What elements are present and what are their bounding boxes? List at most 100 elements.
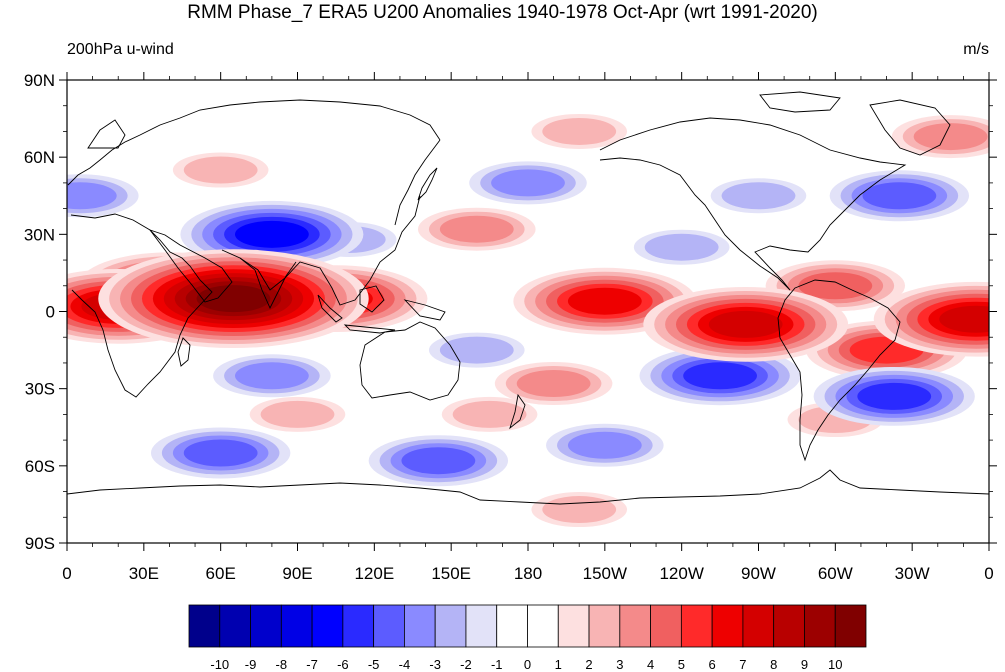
- anomaly-contour: [260, 400, 335, 428]
- colorbar-swatch: [342, 604, 375, 648]
- coastline-new-zealand: [509, 393, 526, 430]
- y-tick-label: 60N: [24, 148, 55, 167]
- colorbar-label: 4: [647, 657, 654, 672]
- chart-subtitle-left: 200hPa u-wind: [67, 41, 174, 58]
- colorbar-swatch: [188, 604, 221, 648]
- colorbar-swatch: [804, 604, 836, 648]
- colorbar-swatch: [680, 604, 713, 648]
- colorbar-swatch: [742, 604, 775, 648]
- colorbar-label: -8: [276, 657, 288, 672]
- x-tick-label: 30E: [129, 564, 159, 583]
- anomaly-contour: [491, 169, 565, 197]
- colorbar-label: -9: [245, 657, 257, 672]
- x-tick-label: 150E: [431, 564, 471, 583]
- colorbar-swatch: [711, 604, 744, 648]
- x-tick-label: 0: [984, 564, 993, 583]
- anomaly-contour: [452, 400, 527, 428]
- anomaly-contour: [857, 382, 932, 410]
- x-tick-label: 180: [514, 564, 542, 583]
- x-tick-label: 150W: [583, 564, 627, 583]
- colorbar-swatch: [588, 604, 621, 648]
- colorbar-swatch: [250, 604, 282, 648]
- y-tick-label: 90S: [25, 534, 55, 553]
- anomaly-contour: [683, 362, 757, 390]
- colorbar-swatch: [311, 604, 344, 648]
- y-tick-label: 30N: [24, 225, 55, 244]
- anomaly-contour: [708, 310, 783, 338]
- colorbar-label: -7: [306, 657, 318, 672]
- x-tick-label: 60E: [206, 564, 236, 583]
- colorbar-swatch: [834, 604, 867, 648]
- anomaly-contour: [183, 156, 258, 184]
- anomaly-contour: [234, 220, 309, 248]
- y-tick-label: 0: [46, 303, 55, 322]
- chart-units-label: m/s: [963, 41, 989, 58]
- colorbar-label: -10: [210, 657, 229, 672]
- coastline-new-guinea: [403, 299, 446, 321]
- colorbar-swatch: [619, 604, 651, 648]
- coastline-antarctica: [67, 469, 989, 505]
- colorbar-swatch: [280, 604, 313, 648]
- colorbar-swatch: [496, 604, 528, 648]
- colorbar-swatch: [219, 604, 251, 648]
- anomaly-contour: [439, 336, 514, 364]
- colorbar-swatch: [404, 604, 436, 648]
- y-tick-label: 90N: [24, 71, 55, 90]
- colorbar-label: 5: [678, 657, 685, 672]
- x-tick-label: 60W: [818, 564, 853, 583]
- colorbar-label: 6: [709, 657, 716, 672]
- chart-title: RMM Phase_7 ERA5 U200 Anomalies 1940-197…: [187, 2, 818, 23]
- coastline-arctic-islands: [759, 91, 841, 113]
- colorbar-swatch: [465, 604, 498, 648]
- colorbar-label: 0: [524, 657, 531, 672]
- x-tick-label: 0: [62, 564, 71, 583]
- anomaly-contour: [939, 305, 989, 333]
- coastline-scandinavia: [87, 119, 126, 149]
- colorbar-label: 7: [739, 657, 746, 672]
- anomaly-contour: [542, 496, 617, 524]
- anomaly-contour: [234, 362, 309, 390]
- coastlines: [67, 91, 989, 505]
- coastline-borneo: [359, 285, 385, 313]
- colorbar-label: 1: [555, 657, 562, 672]
- colorbar-swatch: [373, 604, 405, 648]
- colorbar-label: -5: [368, 657, 380, 672]
- coastline-south-america: [777, 279, 901, 462]
- anomaly-contour: [567, 287, 642, 315]
- colorbar-label: -6: [337, 657, 349, 672]
- anomaly-contour: [913, 123, 988, 151]
- x-tick-label: 30W: [895, 564, 930, 583]
- colorbar-label: -1: [491, 657, 503, 672]
- y-tick-label: 30S: [25, 380, 55, 399]
- anomaly-contour: [67, 182, 117, 210]
- anomaly-contour: [862, 182, 937, 210]
- colorbar-label: 9: [801, 657, 808, 672]
- anomaly-contour: [439, 215, 514, 243]
- colorbar: -10 -9 -8 -7 -6 -5 -4 -3 -2 -1 0 1 2 3 4 5 6 7 8 9 10: [188, 604, 867, 672]
- colorbar-label: -3: [429, 657, 441, 672]
- coastline-arabia: [148, 229, 233, 303]
- coastline-greenland: [869, 99, 951, 156]
- colorbar-swatch: [434, 604, 467, 648]
- coastline-sumatra: [317, 294, 343, 323]
- colorbar-label: 8: [770, 657, 777, 672]
- x-tick-label: 90E: [282, 564, 312, 583]
- anomaly-contour: [644, 233, 719, 261]
- coastline-japan: [417, 167, 438, 201]
- colorbar-label: 2: [585, 657, 592, 672]
- colorbar-swatch: [773, 604, 805, 648]
- anomaly-field: [67, 113, 989, 528]
- coastline-north-america: [599, 117, 907, 291]
- y-tick-label: 60S: [25, 457, 55, 476]
- anomaly-contour: [183, 439, 258, 467]
- anomaly-contour: [567, 431, 642, 459]
- anomaly-contour: [721, 182, 796, 210]
- colorbar-swatch: [557, 604, 590, 648]
- anomaly-contour: [401, 447, 476, 475]
- x-tick-label: 90W: [741, 564, 776, 583]
- axis-ticks: [59, 72, 997, 551]
- anomaly-contour: [798, 272, 873, 300]
- colorbar-swatch: [650, 604, 682, 648]
- colorbar-label: -4: [399, 657, 411, 672]
